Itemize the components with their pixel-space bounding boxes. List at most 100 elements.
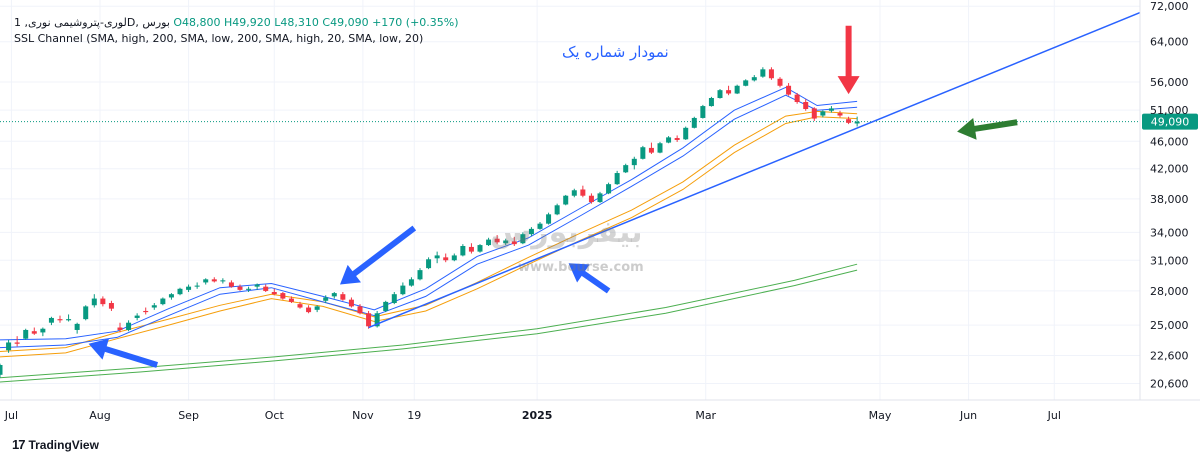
x-tick-label: Mar <box>695 409 716 422</box>
trendline[interactable] <box>368 11 1141 329</box>
candle <box>828 106 834 113</box>
candle-body <box>460 246 466 256</box>
candle-body <box>511 241 517 245</box>
tradingview-logo[interactable]: 17 TradingView <box>12 437 99 452</box>
x-tick-label: Nov <box>352 409 374 422</box>
candle-body <box>537 223 543 229</box>
legend-open: O48,800 <box>173 16 221 29</box>
candle <box>760 67 766 78</box>
candle-body <box>606 184 612 194</box>
candle-body <box>443 257 449 261</box>
candle <box>6 339 12 353</box>
candle-body <box>554 205 560 215</box>
candle <box>640 145 646 160</box>
candle <box>228 280 234 288</box>
candle <box>777 77 783 88</box>
candle-body <box>854 121 860 124</box>
candle <box>383 300 389 313</box>
ssl-20-upper <box>0 86 858 341</box>
candle-body <box>83 306 89 320</box>
candle <box>768 67 774 80</box>
candle <box>683 126 689 140</box>
watermark-logo: بیفربورس <box>490 215 643 250</box>
candle-body <box>820 111 826 116</box>
candle-body <box>6 342 12 351</box>
candle-body <box>477 245 483 252</box>
candle <box>648 142 654 154</box>
x-tick-label: May <box>869 409 892 422</box>
candle <box>357 304 363 315</box>
candle-body <box>580 189 586 196</box>
y-tick-label: 56,000 <box>1150 76 1189 89</box>
y-tick-label: 72,000 <box>1150 0 1189 13</box>
candle-body <box>623 165 629 173</box>
candle-body <box>126 322 132 330</box>
candles[interactable] <box>0 67 860 378</box>
last-price-tag <box>1142 113 1198 130</box>
candle <box>366 310 372 329</box>
candle-body <box>314 306 320 310</box>
candle <box>306 305 312 314</box>
candle <box>314 305 320 313</box>
candle-body <box>340 294 346 300</box>
candle-body <box>846 119 852 123</box>
candle-body <box>186 286 192 290</box>
y-tick-label: 51,000 <box>1150 104 1189 117</box>
candle-body <box>768 69 774 79</box>
candle <box>331 292 337 299</box>
annotation-arrows[interactable] <box>88 25 1018 368</box>
candle-body <box>528 228 534 235</box>
candle <box>580 185 586 198</box>
candle <box>854 116 860 127</box>
candle-body <box>451 255 457 261</box>
candle <box>186 284 192 293</box>
candle <box>451 253 457 262</box>
candle <box>323 295 329 304</box>
candle <box>31 327 37 335</box>
candle-body <box>614 173 620 185</box>
legend-close: C49,090 <box>322 16 369 29</box>
candle <box>220 278 226 284</box>
candle <box>486 237 492 247</box>
candle <box>674 135 680 142</box>
candle-body <box>408 279 414 286</box>
candle <box>528 227 534 236</box>
x-tick-label: 2025 <box>522 409 553 422</box>
candle-body <box>31 331 37 334</box>
candle-body <box>468 246 474 252</box>
candle <box>520 232 526 245</box>
candle <box>700 104 706 119</box>
candle <box>400 282 406 296</box>
candle <box>177 287 183 296</box>
candle <box>743 79 749 87</box>
candle <box>143 307 149 315</box>
candle-body <box>168 294 174 298</box>
candle-body <box>297 304 303 308</box>
legend-low: L48,310 <box>274 16 319 29</box>
candle <box>194 282 200 289</box>
candle-body <box>348 299 354 307</box>
candle <box>494 235 500 245</box>
x-tick-label: Jun <box>959 409 977 422</box>
ssl-orange-lower <box>0 116 858 358</box>
candle-body <box>23 329 29 339</box>
legend-high: H49,920 <box>224 16 271 29</box>
x-tick-label: Aug <box>89 409 110 422</box>
candle <box>23 328 29 340</box>
y-tick-label: 34,000 <box>1150 226 1189 239</box>
candle <box>468 243 474 254</box>
candle <box>203 278 209 285</box>
candle-body <box>803 102 809 109</box>
candle-body <box>323 297 329 301</box>
candle-body <box>494 238 500 243</box>
axes: 20,600 22,600 25,000 28,000 31,000 34,000 38,0… <box>0 0 1200 422</box>
grid <box>0 0 1140 400</box>
candle <box>588 193 594 204</box>
last-price-label: 49,090 <box>1151 116 1190 129</box>
candle <box>48 316 54 326</box>
candle <box>211 277 217 283</box>
y-tick-label: 38,000 <box>1150 193 1189 206</box>
candle-body <box>263 286 269 291</box>
legend-indicator[interactable]: SSL Channel (SMA, high, 200, SMA, low, 2… <box>14 32 424 45</box>
